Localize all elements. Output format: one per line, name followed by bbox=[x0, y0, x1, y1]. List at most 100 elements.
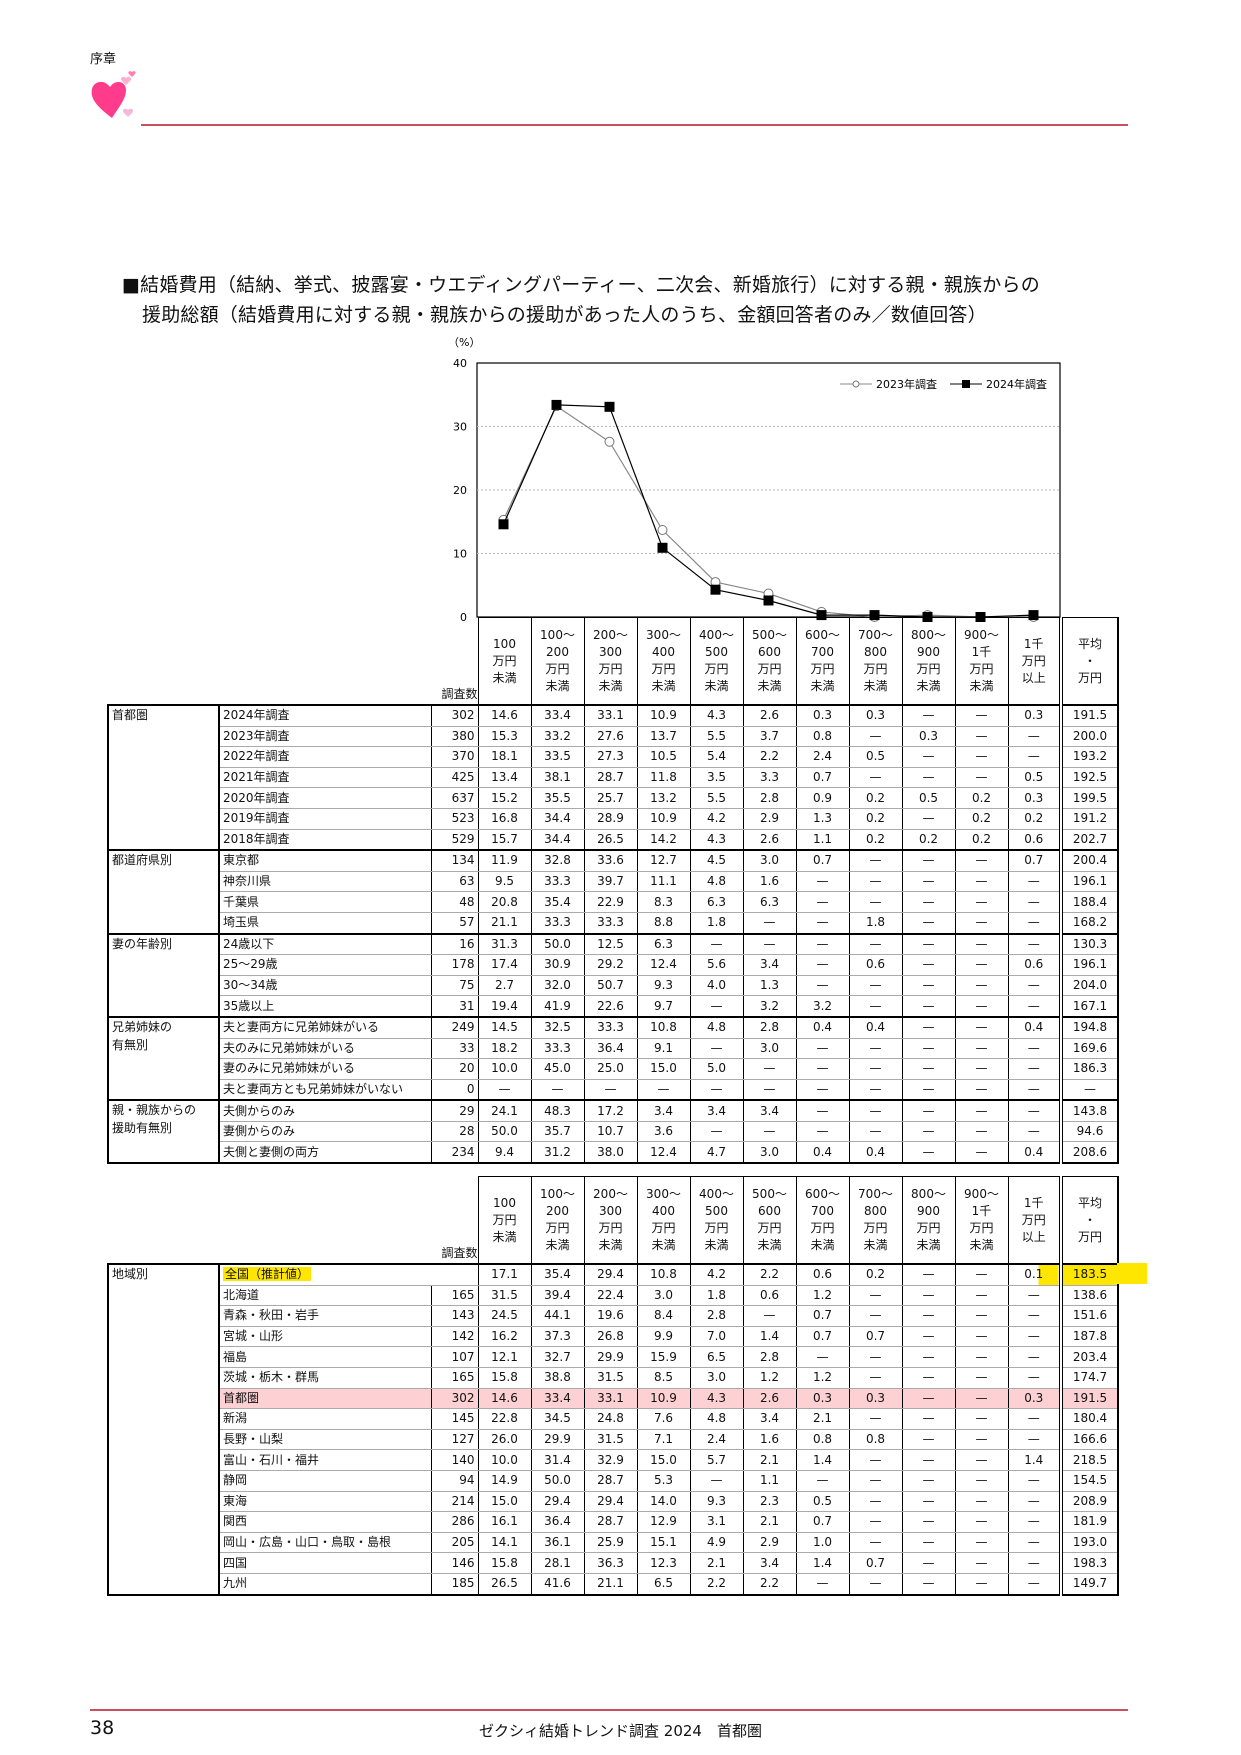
row-label: 2023年調査 bbox=[218, 726, 432, 748]
value-cell: 41.6 bbox=[531, 1573, 585, 1596]
data-point-2024 bbox=[710, 584, 721, 595]
value-cell: — bbox=[1008, 1058, 1062, 1080]
value-cell: — bbox=[849, 1367, 903, 1389]
header-column: 700～ 800 万円 未満 bbox=[848, 617, 903, 706]
value-cell: 12.5 bbox=[584, 932, 638, 956]
average-cell: 193.2 bbox=[1059, 746, 1119, 768]
value-cell: 39.4 bbox=[531, 1285, 585, 1307]
figure-title-line-2: 援助総額（結婚費用に対する親・親族からの援助があった人のうち、金額回答者のみ／数… bbox=[142, 304, 987, 326]
table-row: 富山・石川・福井 140 10.0 31.4 32.9 15.0 5.7 2.1 1.4— — —1… bbox=[108, 1449, 1119, 1471]
table-row: 長野・山梨 127 26.0 29.9 31.5 7.1 2.4 1.6 0.8 0.8— — —16… bbox=[108, 1429, 1119, 1451]
sample-count: 145 bbox=[431, 1408, 479, 1430]
value-cell: 2.8 bbox=[743, 1346, 797, 1368]
value-cell: — bbox=[849, 871, 903, 893]
value-cell: 10.8 bbox=[637, 1262, 691, 1286]
value-cell: — bbox=[902, 746, 956, 768]
data-point-2024 bbox=[498, 519, 509, 530]
value-cell: — bbox=[955, 1326, 1009, 1348]
value-cell: 33.3 bbox=[584, 1015, 638, 1039]
value-cell: 13.2 bbox=[637, 787, 691, 809]
value-cell: — bbox=[796, 932, 850, 956]
value-cell: — bbox=[902, 1058, 956, 1080]
header-column: 600～ 700 万円 未満 bbox=[795, 617, 850, 706]
value-cell: 17.2 bbox=[584, 1099, 638, 1122]
sample-count: 302 bbox=[431, 1388, 479, 1410]
legend-label: 2023年調査 bbox=[876, 377, 937, 391]
value-cell: 9.5 bbox=[478, 871, 532, 893]
sample-count: 286 bbox=[431, 1511, 479, 1533]
value-cell: — bbox=[955, 849, 1009, 872]
value-cell: — bbox=[796, 975, 850, 997]
value-cell: 11.8 bbox=[637, 767, 691, 789]
value-cell: 25.0 bbox=[584, 1058, 638, 1080]
value-cell: 36.3 bbox=[584, 1552, 638, 1574]
value-cell: 4.3 bbox=[690, 1388, 744, 1410]
value-cell: 2.1 bbox=[743, 1511, 797, 1533]
sample-count: 134 bbox=[431, 849, 479, 872]
value-cell: 8.4 bbox=[637, 1305, 691, 1327]
table-row: 兄弟姉妹の 有無別 夫と妻両方に兄弟姉妹がいる 249 14.5 32.5 33.3 10.… bbox=[107, 1015, 1119, 1102]
header-row: 調査数 100 万円 未満 100～ 200 万円 未満 200～ 300 万円 未満… bbox=[108, 617, 1119, 706]
value-cell: 10.9 bbox=[637, 703, 691, 727]
value-cell: 1.4 bbox=[796, 1449, 850, 1471]
value-cell: 9.1 bbox=[637, 1038, 691, 1060]
value-cell: 3.0 bbox=[743, 1141, 797, 1165]
average-cell: 130.3 bbox=[1059, 932, 1119, 956]
value-cell: 2.3 bbox=[743, 1491, 797, 1513]
row-label: 2021年調査 bbox=[218, 767, 432, 789]
sample-count: 143 bbox=[431, 1305, 479, 1327]
value-cell: 15.9 bbox=[637, 1346, 691, 1368]
row-label: 四国 bbox=[218, 1552, 432, 1574]
average-cell: 196.1 bbox=[1059, 871, 1119, 893]
header-blank bbox=[219, 618, 431, 706]
average-cell: 188.4 bbox=[1059, 891, 1119, 913]
table-row: 静岡 94 14.9 50.0 28.7 5.3—1.1— — — — —154.5 bbox=[108, 1470, 1119, 1492]
value-cell: 14.1 bbox=[478, 1532, 532, 1554]
value-cell: 0.8 bbox=[849, 1429, 903, 1451]
value-cell: — bbox=[955, 1511, 1009, 1533]
value-cell: 13.7 bbox=[637, 726, 691, 748]
value-cell: 5.6 bbox=[690, 954, 744, 976]
y-axis-unit-label: （%） bbox=[448, 336, 480, 349]
value-cell: 11.9 bbox=[478, 849, 532, 872]
value-cell: — bbox=[743, 1305, 797, 1327]
table-row: 夫のみに兄弟姉妹がいる 33 18.2 33.3 36.4 9.1—3.0— — — — —169… bbox=[108, 1038, 1119, 1060]
value-cell: 1.6 bbox=[743, 1429, 797, 1451]
value-cell: — bbox=[955, 1121, 1009, 1143]
value-cell: — bbox=[1008, 1429, 1062, 1451]
value-cell: — bbox=[849, 1099, 903, 1122]
table-row: 35歳以上 31 19.4 41.9 22.6 9.7—3.2 3.2— — — —167.1 bbox=[108, 995, 1119, 1018]
value-cell: — bbox=[743, 912, 797, 935]
section-label: 序章 bbox=[90, 52, 117, 67]
value-cell: — bbox=[1008, 746, 1062, 768]
value-cell: — bbox=[955, 932, 1009, 956]
value-cell: 32.9 bbox=[584, 1449, 638, 1471]
value-cell: — bbox=[955, 1079, 1009, 1102]
value-cell: 10.8 bbox=[637, 1015, 691, 1039]
value-cell: 14.0 bbox=[637, 1491, 691, 1513]
row-label: 埼玉県 bbox=[218, 912, 432, 935]
value-cell: 5.4 bbox=[690, 746, 744, 768]
value-cell: 15.1 bbox=[637, 1532, 691, 1554]
value-cell: — bbox=[1008, 1470, 1062, 1492]
value-cell: 2.6 bbox=[743, 1388, 797, 1410]
sample-count: 142 bbox=[431, 1326, 479, 1348]
value-cell: — bbox=[955, 912, 1009, 935]
footer-title: ゼクシィ結婚トレンド調査 2024 首都圏 bbox=[479, 1722, 762, 1740]
value-cell: 36.4 bbox=[531, 1511, 585, 1533]
row-label: 九州 bbox=[218, 1573, 432, 1596]
value-cell: 4.3 bbox=[690, 829, 744, 852]
value-cell: — bbox=[849, 891, 903, 913]
header-column: 100 万円 未満 bbox=[477, 1176, 532, 1265]
value-cell: 29.4 bbox=[531, 1491, 585, 1513]
value-cell: 3.4 bbox=[743, 954, 797, 976]
table-row: 2018年調査 529 15.7 34.4 26.5 14.2 4.3 2.6 1.1 0.2 0.… bbox=[108, 829, 1119, 852]
value-cell: 3.0 bbox=[690, 1367, 744, 1389]
plot-area bbox=[476, 362, 1061, 618]
heart-logo-icon bbox=[91, 71, 136, 118]
value-cell: 0.6 bbox=[1008, 954, 1062, 976]
row-label: 東海 bbox=[218, 1491, 432, 1513]
value-cell: 0.6 bbox=[1008, 829, 1062, 852]
value-cell: — bbox=[531, 1079, 585, 1102]
sample-count: 0 bbox=[431, 1079, 479, 1102]
